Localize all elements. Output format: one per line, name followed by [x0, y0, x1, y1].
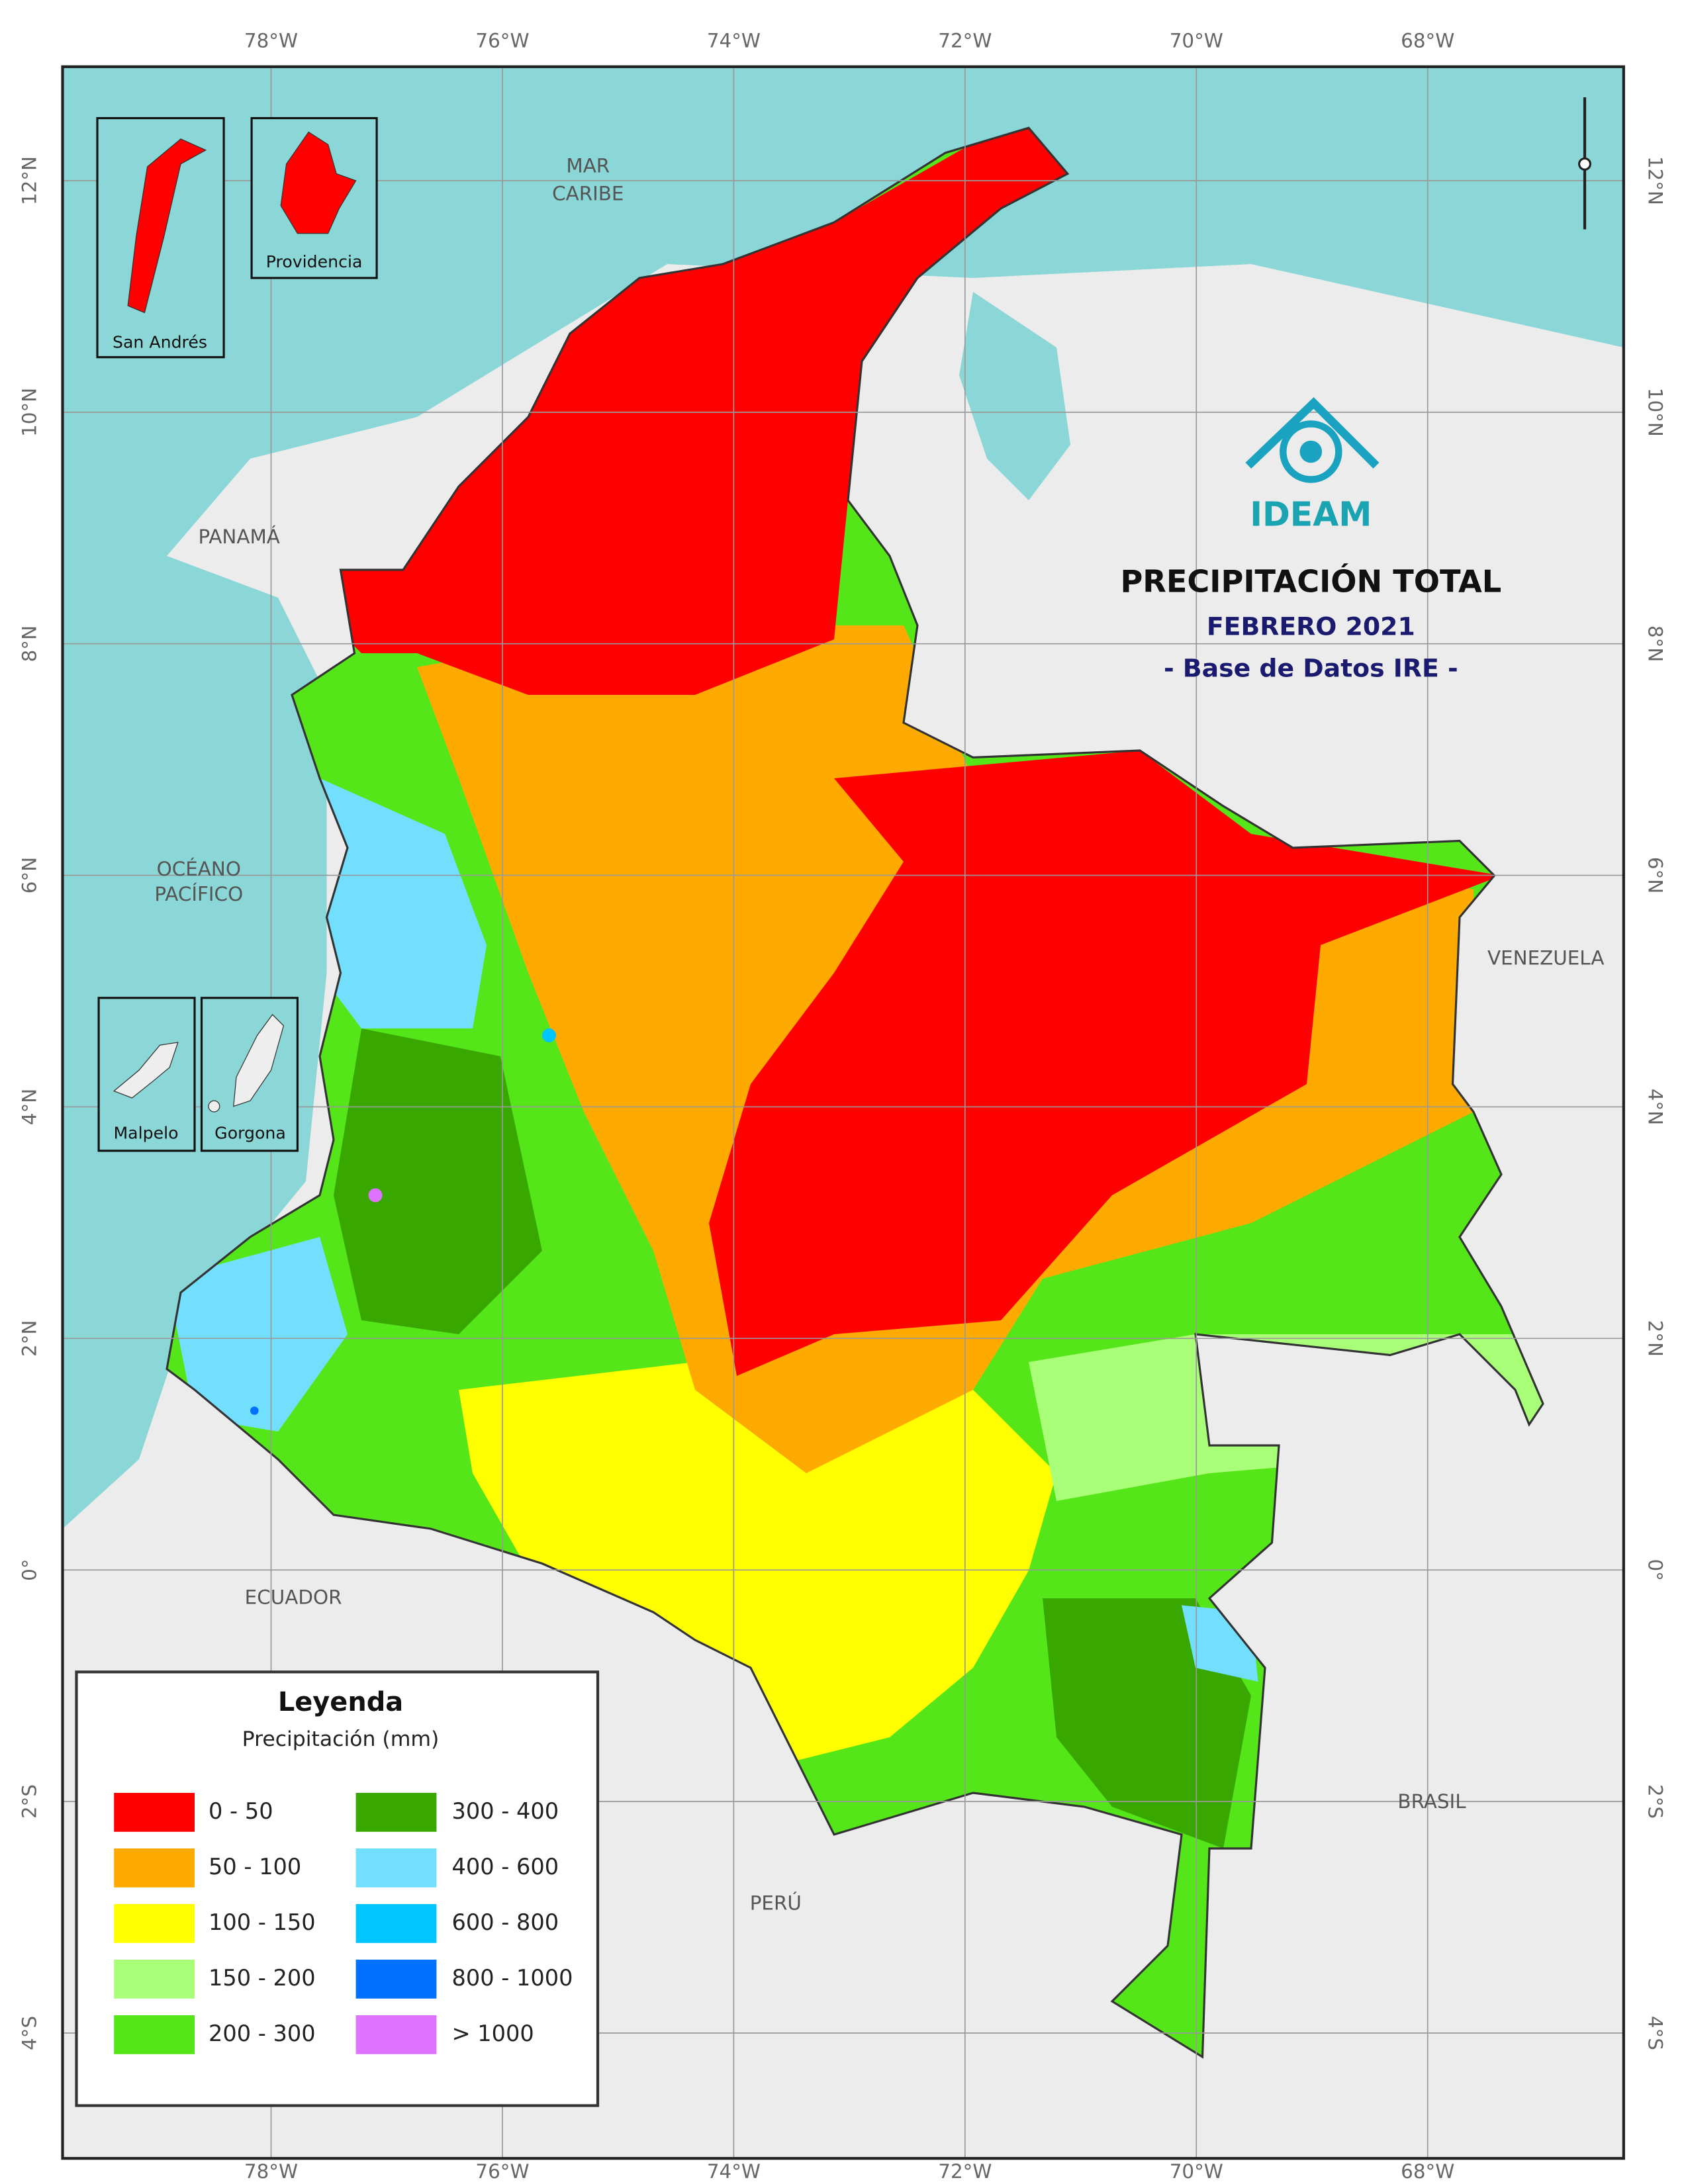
- map-frame: [61, 65, 1625, 2160]
- island: [233, 1014, 285, 1107]
- legend-swatch: [114, 1959, 195, 1999]
- legend-swatch: [355, 1903, 437, 1943]
- latitude-label: 6°N: [1644, 857, 1666, 893]
- longitude-label: 74°W: [707, 29, 761, 52]
- legend-subtitle: Precipitación (mm): [242, 1727, 440, 1751]
- longitude-label: 72°W: [938, 2160, 992, 2183]
- zone: [709, 751, 1501, 1376]
- map-subtitle: FEBRERO 2021: [1207, 612, 1415, 641]
- island: [113, 1042, 179, 1099]
- longitude-label: 76°W: [475, 29, 529, 52]
- legend-label: 0 - 50: [209, 1798, 273, 1824]
- map-title: PRECIPITACIÓN TOTAL: [1120, 564, 1501, 600]
- legend-label: 800 - 1000: [451, 1965, 573, 1991]
- longitude-label: 76°W: [475, 2160, 529, 2183]
- legend-swatch: [114, 1848, 195, 1888]
- legend: Leyenda Precipitación (mm) 0 - 50 50 - 10…: [75, 1670, 600, 2107]
- legend-swatch: [355, 1792, 437, 1832]
- latitude-label: 2°N: [1644, 1320, 1666, 1357]
- inset-malpelo: Malpelo: [97, 997, 196, 1152]
- place-label: VENEZUELA: [1487, 947, 1605, 970]
- zone: [166, 1236, 348, 1432]
- graticule-labels: 78°W 78°W 76°W 76°W 74°W 74°W 72°W 72°W 70°W 70°W…: [19, 29, 1667, 2182]
- latitude-label: 10°N: [1644, 388, 1666, 437]
- inset-label: Providencia: [266, 252, 363, 271]
- latitude-label: 12°N: [1644, 156, 1666, 205]
- place-label: PANAMÁ: [198, 525, 279, 548]
- inset-label: Malpelo: [113, 1124, 178, 1143]
- longitude-label: 70°W: [1170, 2160, 1223, 2183]
- longitude-label: 68°W: [1401, 29, 1454, 52]
- legend-swatch: [355, 2015, 437, 2054]
- legend-label: 200 - 300: [209, 2021, 316, 2046]
- map-source: - Base de Datos IRE -: [1164, 654, 1458, 683]
- legend-label: 400 - 600: [451, 1854, 559, 1880]
- zone: [333, 1028, 542, 1334]
- legend-title: Leyenda: [278, 1687, 403, 1717]
- logo: IDEAM: [1245, 397, 1380, 534]
- place-label: BRASIL: [1397, 1790, 1466, 1813]
- legend-label: 600 - 800: [451, 1909, 559, 1935]
- legend-swatch: [114, 2015, 195, 2054]
- zone: [458, 1362, 1056, 1765]
- longitude-label: 72°W: [938, 29, 992, 52]
- island: [280, 131, 357, 234]
- inset-gorgona: Gorgona: [200, 997, 299, 1152]
- latitude-label: 10°N: [19, 388, 41, 437]
- latitude-label: 8°N: [19, 625, 41, 662]
- legend-label: 50 - 100: [209, 1854, 301, 1880]
- latitude-label: 2°S: [19, 1784, 41, 1819]
- legend-label: 300 - 400: [451, 1798, 559, 1824]
- latitude-label: 4°N: [19, 1089, 41, 1125]
- inset-san-andres: San Andrés: [96, 116, 225, 359]
- longitude-label: 68°W: [1401, 2160, 1454, 2183]
- longitude-label: 74°W: [707, 2160, 761, 2183]
- place-label: OCÉANO: [157, 857, 241, 880]
- place-label: PERÚ: [750, 1890, 802, 1914]
- legend-swatch: [114, 1792, 195, 1832]
- inset-label: Gorgona: [214, 1124, 286, 1143]
- latitude-label: 4°S: [1644, 2016, 1667, 2050]
- legend-label: > 1000: [451, 2021, 534, 2046]
- latitude-label: 12°N: [19, 156, 41, 205]
- longitude-label: 78°W: [244, 29, 298, 52]
- logo-text: IDEAM: [1250, 495, 1372, 534]
- place-label: PACÍFICO: [154, 882, 243, 905]
- longitude-label: 78°W: [244, 2160, 298, 2183]
- place-label: CARIBE: [552, 183, 624, 205]
- legend-swatch: [114, 1903, 195, 1943]
- inset-label: San Andrés: [113, 333, 207, 352]
- lake: [959, 291, 1070, 500]
- latitude-label: 0°: [19, 1559, 41, 1580]
- legend-swatch: [355, 1959, 437, 1999]
- latitude-label: 8°N: [1644, 625, 1666, 662]
- zone: [277, 128, 1112, 695]
- longitude-label: 70°W: [1170, 29, 1223, 52]
- north-arrow: [1578, 97, 1591, 230]
- latitude-label: 4°S: [19, 2016, 41, 2050]
- latitude-label: 4°N: [1644, 1089, 1666, 1125]
- place-label: MAR: [566, 154, 610, 177]
- latitude-label: 6°N: [19, 857, 41, 893]
- legend-label: 150 - 200: [209, 1965, 316, 1991]
- zone: [319, 778, 487, 1028]
- latitude-label: 0°: [1644, 1559, 1666, 1580]
- legend-swatch: [355, 1848, 437, 1888]
- zone: [541, 1028, 556, 1042]
- latitude-label: 2°S: [1644, 1784, 1666, 1819]
- legend-label: 100 - 150: [209, 1909, 316, 1935]
- zone: [368, 1188, 383, 1203]
- latitude-label: 2°N: [19, 1320, 41, 1357]
- place-label: ECUADOR: [245, 1586, 342, 1609]
- island: [208, 1100, 220, 1113]
- inset-providencia: Providencia: [250, 116, 378, 279]
- zone: [250, 1406, 259, 1415]
- island: [127, 138, 207, 314]
